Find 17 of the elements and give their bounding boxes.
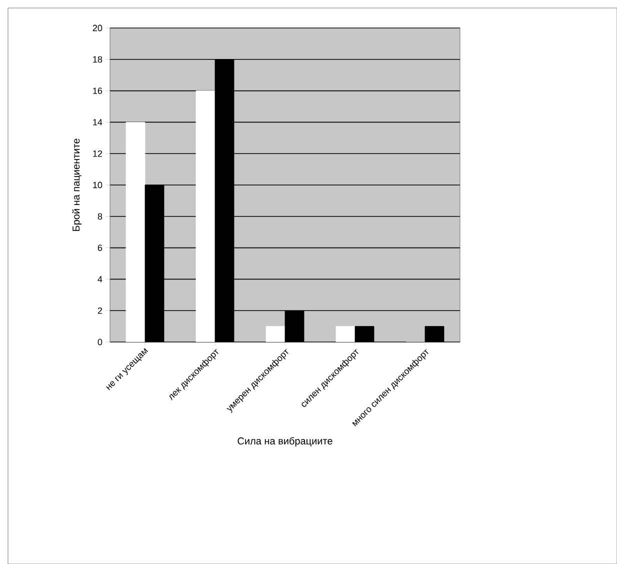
y-tick-label: 2 — [98, 307, 102, 314]
y-tick-label: 10 — [93, 182, 102, 188]
bar — [196, 90, 216, 342]
x-axis-title: Сила на вибрациите — [238, 437, 332, 446]
bar — [266, 326, 286, 342]
y-tick-label: 20 — [92, 24, 102, 32]
y-tick-label: 12 — [93, 150, 102, 157]
y-tick-label: 18 — [93, 56, 102, 63]
y-tick-label: 14 — [93, 119, 102, 126]
y-axis-title: Брой на пациентите — [72, 138, 82, 231]
bar — [336, 326, 356, 342]
y-tick-label: 0 — [98, 338, 102, 346]
y-tick-label: 4 — [98, 276, 102, 282]
y-tick-label: 6 — [98, 244, 102, 251]
bar — [126, 122, 146, 342]
y-tick-label: 16 — [93, 88, 102, 94]
y-tick-label: 8 — [98, 213, 102, 220]
